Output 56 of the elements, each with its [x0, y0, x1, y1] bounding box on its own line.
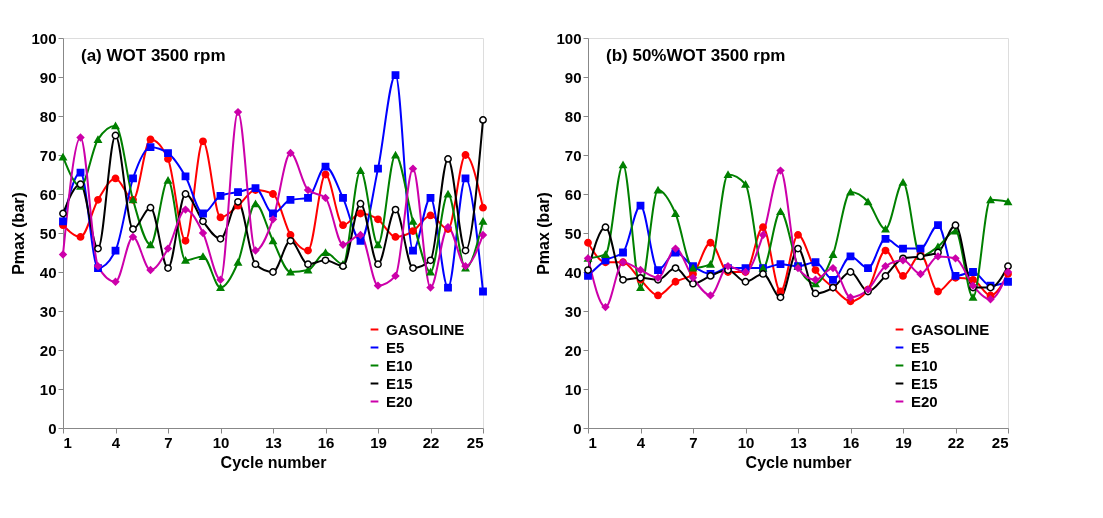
- y-tick-label: 30: [39, 302, 57, 320]
- y-tick-label: 50: [564, 224, 582, 242]
- y-tick-label: 20: [564, 341, 582, 359]
- y-tick-label: 40: [564, 263, 582, 281]
- y-tick-label: 80: [39, 107, 57, 125]
- x-tick-label: 22: [422, 433, 440, 451]
- y-tick-label: 10: [39, 380, 57, 398]
- y-tick-label: 10: [564, 380, 582, 398]
- x-tick-label: 16: [317, 433, 335, 451]
- y-tick-label: 70: [39, 146, 57, 164]
- x-tick-label: 25: [991, 433, 1009, 451]
- legend-label: E5: [911, 338, 930, 356]
- legend-label: E5: [386, 338, 405, 356]
- y-tick-label: 100: [556, 29, 582, 47]
- y-tick-label: 60: [564, 185, 582, 203]
- legend-label: GASOLINE: [911, 320, 990, 338]
- x-tick-label: 7: [164, 433, 173, 451]
- x-tick-label: 16: [842, 433, 860, 451]
- x-tick-label: 13: [265, 433, 282, 451]
- x-tick-label: 19: [370, 433, 387, 451]
- x-tick-label: 13: [790, 433, 807, 451]
- y-tick-label: 40: [39, 263, 57, 281]
- x-tick-label: 19: [895, 433, 912, 451]
- y-tick-label: 20: [39, 341, 57, 359]
- x-tick-label: 25: [466, 433, 484, 451]
- y-tick-label: 0: [573, 419, 582, 437]
- y-tick-label: 70: [564, 146, 582, 164]
- y-tick-label: 80: [564, 107, 582, 125]
- x-tick-label: 1: [588, 433, 597, 451]
- x-tick-label: 1: [63, 433, 72, 451]
- y-axis-title: Pmax (bar): [535, 192, 553, 275]
- x-tick-label: 4: [111, 433, 121, 451]
- y-tick-label: 100: [31, 29, 57, 47]
- y-axis-title: Pmax (bar): [10, 192, 28, 275]
- legend-label: E15: [911, 374, 938, 392]
- x-axis-title: Cycle number: [220, 453, 327, 471]
- chart-title: (a) WOT 3500 rpm: [81, 46, 226, 65]
- x-tick-label: 22: [947, 433, 965, 451]
- legend-label: E10: [911, 356, 938, 374]
- legend-label: E20: [386, 392, 413, 410]
- x-axis-title: Cycle number: [745, 453, 852, 471]
- chart-title: (b) 50%WOT 3500 rpm: [606, 46, 786, 65]
- y-tick-label: 90: [39, 68, 57, 86]
- y-tick-label: 60: [39, 185, 57, 203]
- legend-label: E20: [911, 392, 938, 410]
- legend-label: E15: [386, 374, 413, 392]
- x-tick-label: 4: [636, 433, 646, 451]
- legend-label: E10: [386, 356, 413, 374]
- y-tick-label: 50: [39, 224, 57, 242]
- x-tick-label: 10: [212, 433, 230, 451]
- legend-label: GASOLINE: [386, 320, 465, 338]
- x-tick-label: 7: [689, 433, 698, 451]
- y-tick-label: 30: [564, 302, 582, 320]
- y-tick-label: 0: [48, 419, 57, 437]
- x-tick-label: 10: [737, 433, 755, 451]
- y-tick-label: 90: [564, 68, 582, 86]
